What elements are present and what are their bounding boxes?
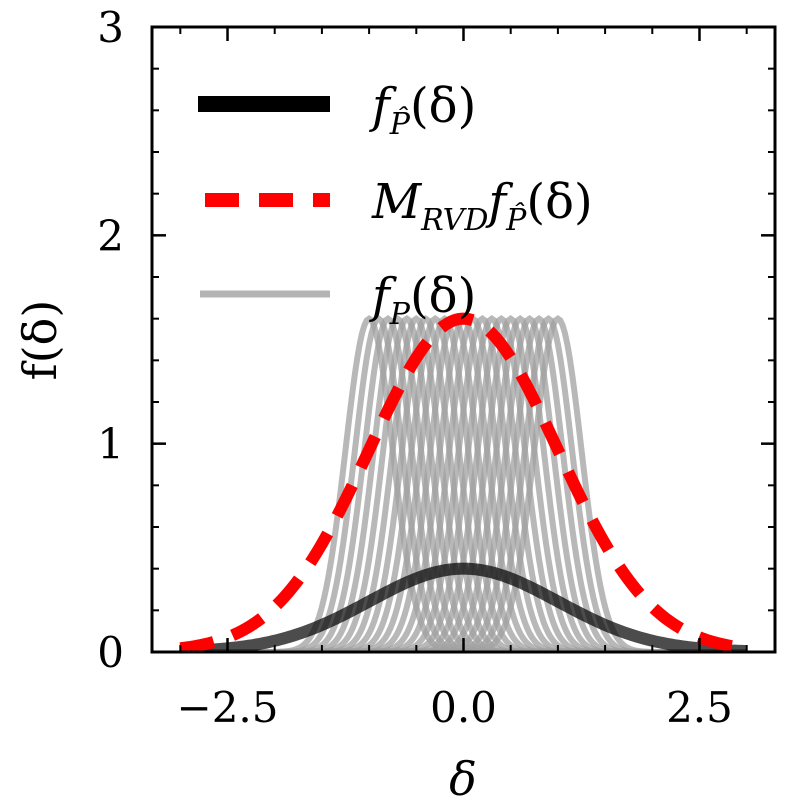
x-tick-label: 2.5: [666, 683, 733, 732]
x-axis-label: δ: [449, 752, 477, 806]
legend-label-mrvd: MRVDfP̂(δ): [371, 174, 593, 238]
fp-hat-curve: [180, 562, 747, 652]
y-tick-label: 1: [97, 420, 124, 469]
y-tick-label: 2: [97, 211, 124, 260]
tick-labels: −2.5 0.0 2.5 0 1 2 3: [97, 3, 733, 732]
fp-component-curve-11: [180, 315, 747, 652]
y-axis-label: f(δ): [13, 300, 67, 381]
fp-component-curve-14: [180, 315, 747, 652]
fp-component-curve-16: [180, 315, 747, 652]
x-tick-label: −2.5: [177, 683, 279, 732]
fp-component-curve-12: [180, 315, 747, 652]
fp-component-curve-15: [180, 315, 747, 652]
y-tick-label: 3: [97, 3, 124, 52]
legend-label-fp: fP(δ): [369, 268, 476, 332]
axis-ticks: [152, 25, 775, 654]
fp-component-curve-13: [180, 315, 747, 652]
x-tick-label: 0.0: [430, 683, 497, 732]
y-tick-label: 0: [97, 628, 124, 677]
plot-area: [179, 312, 748, 652]
legend: fP̂(δ) MRVDfP̂(δ) fP(δ): [198, 78, 593, 332]
mrvd-envelope-curve: [179, 312, 748, 652]
legend-label-fp-hat: fP̂(δ): [369, 78, 476, 142]
